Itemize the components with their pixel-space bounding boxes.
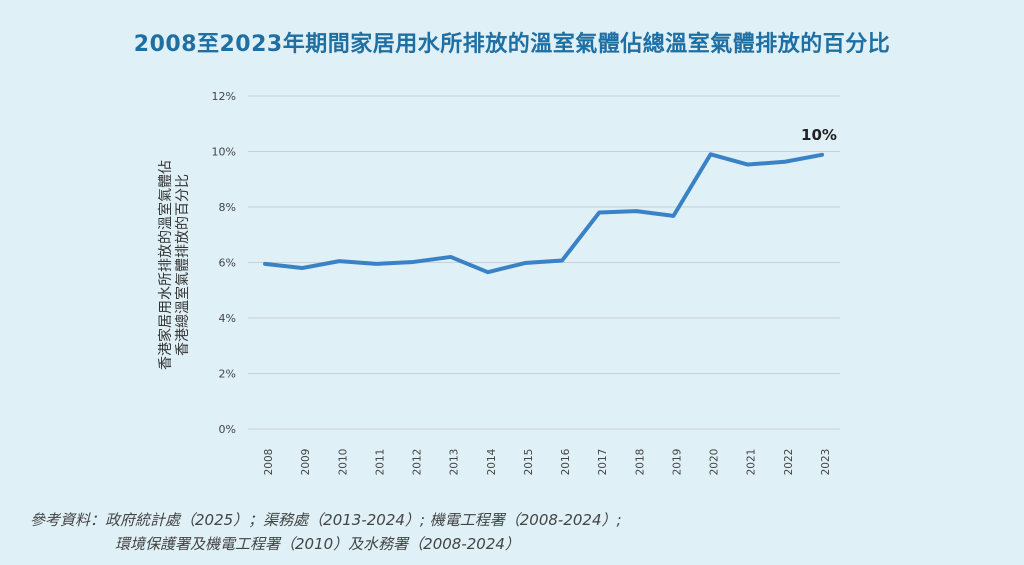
- x-tick-labels: 2008 2009 2010 2011 2012 2013 2014 2015 2016 2017…: [263, 448, 832, 475]
- data-point-2016: [560, 259, 564, 263]
- y-tick-label-6: 6%: [219, 257, 236, 270]
- x-tick-label-2015: 2015: [523, 449, 535, 476]
- x-tick-label-2018: 2018: [634, 449, 646, 476]
- x-tick-label-2017: 2017: [597, 449, 609, 476]
- x-tick-label-2020: 2020: [709, 449, 721, 476]
- x-tick-label-2012: 2012: [412, 449, 424, 476]
- source-note: 參考資料：政府統計處（2025）；渠務處（2013-2024）; 機電工程署（2…: [30, 508, 622, 556]
- data-point-2018: [634, 209, 638, 213]
- data-point-2008: [263, 262, 267, 266]
- x-tick-label-2011: 2011: [374, 449, 386, 476]
- y-tick-label-12: 12%: [212, 90, 236, 103]
- data-point-2011: [374, 262, 378, 266]
- data-point-2019: [671, 214, 675, 218]
- x-tick-label-2014: 2014: [486, 448, 498, 475]
- data-point-2009: [300, 266, 304, 270]
- chart-title: 2008至2023年期間家居用水所排放的溫室氣體佔總溫室氣體排放的百分比: [133, 32, 891, 57]
- x-tick-label-2009: 2009: [300, 449, 312, 476]
- data-point-2015: [523, 261, 527, 265]
- source-line-2: 環境保護署及機電工程署（2010）及水務署（2008-2024）: [115, 535, 520, 553]
- annotations: 10%: [801, 126, 837, 144]
- y-tick-label-4: 4%: [219, 312, 236, 325]
- y-tick-label-10: 10%: [212, 146, 236, 159]
- data-point-2014: [486, 270, 490, 274]
- y-tick-labels: 0% 2% 4% 6% 8% 10% 12%: [212, 90, 236, 436]
- x-tick-label-2013: 2013: [449, 449, 461, 476]
- x-tick-label-2019: 2019: [671, 449, 683, 476]
- series-line-0: [263, 152, 824, 275]
- y-tick-label-8: 8%: [219, 201, 236, 214]
- data-point-2017: [597, 211, 601, 215]
- source-line-1: 參考資料：政府統計處（2025）；渠務處（2013-2024）; 機電工程署（2…: [30, 511, 622, 529]
- x-tick-label-2008: 2008: [263, 449, 275, 476]
- y-tick-label-2: 2%: [219, 368, 236, 381]
- x-tick-label-2010: 2010: [337, 449, 349, 476]
- x-tick-label-2016: 2016: [560, 448, 572, 475]
- annotation-label: 10%: [801, 126, 837, 144]
- data-point-2022: [783, 160, 787, 164]
- data-point-2013: [449, 255, 453, 259]
- data-point-2023: [820, 153, 824, 157]
- data-point-2021: [746, 163, 750, 167]
- data-point-2010: [337, 259, 341, 263]
- x-tick-label-2021: 2021: [746, 449, 758, 476]
- x-tick-label-2023: 2023: [820, 449, 832, 476]
- x-tick-label-2022: 2022: [783, 449, 795, 476]
- data-point-2012: [412, 260, 416, 264]
- data-point-2020: [709, 152, 713, 156]
- y-tick-label-0: 0%: [219, 423, 236, 436]
- series-group: [263, 152, 824, 275]
